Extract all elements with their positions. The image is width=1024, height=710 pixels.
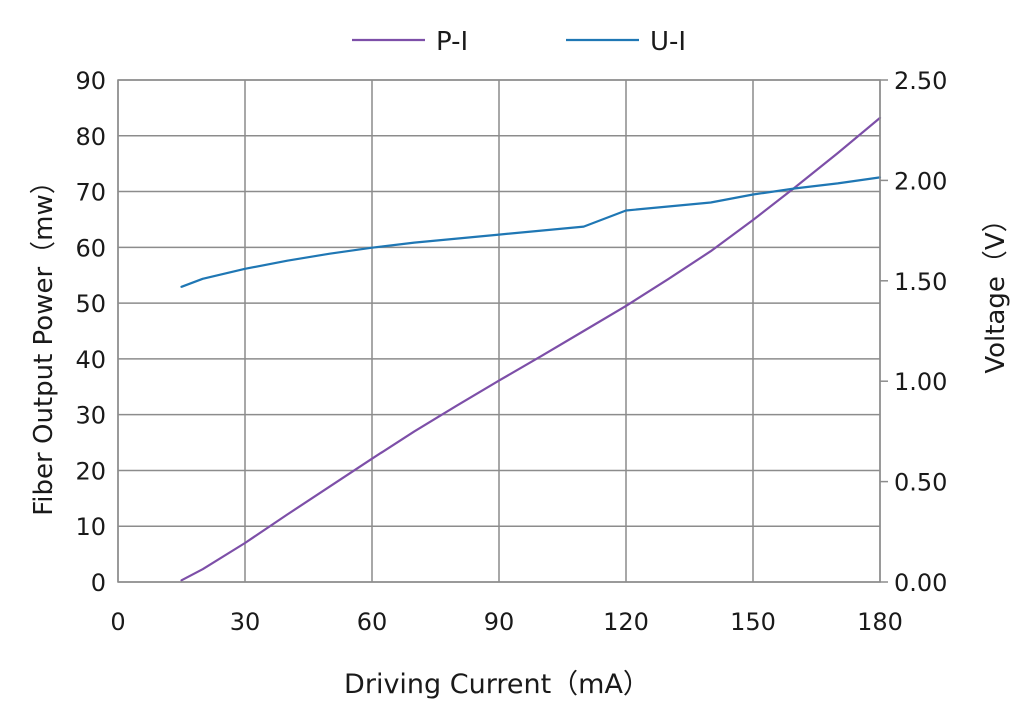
y2-tick-label: 1.50 bbox=[894, 268, 947, 296]
x-tick-label: 150 bbox=[730, 608, 776, 636]
x-tick-label: 0 bbox=[110, 608, 125, 636]
y-tick-label: 30 bbox=[75, 402, 106, 430]
y-axis-label: Fiber Output Power（mw） bbox=[29, 168, 59, 516]
x-axis-label: Driving Current（mA） bbox=[344, 669, 650, 700]
y2-tick-label: 0.00 bbox=[894, 569, 947, 597]
y-tick-label: 90 bbox=[75, 67, 106, 95]
legend-label-p-i: P-I bbox=[436, 27, 468, 57]
y2-tick-label: 0.50 bbox=[894, 469, 947, 497]
y-tick-label: 80 bbox=[75, 123, 106, 151]
x-tick-label: 30 bbox=[230, 608, 261, 636]
x-tick-label: 60 bbox=[357, 608, 388, 636]
grid bbox=[117, 79, 881, 583]
x-tick-labels: 0 30 60 90 120 150 180 bbox=[110, 608, 903, 636]
x-tick-label: 90 bbox=[484, 608, 515, 636]
y2-tick-label: 2.00 bbox=[894, 167, 947, 195]
series-line-u-i bbox=[180, 176, 882, 288]
x-tick-label: 180 bbox=[857, 608, 903, 636]
y2-tick-label: 1.00 bbox=[894, 368, 947, 396]
legend-label-u-i: U-I bbox=[650, 27, 686, 57]
y-tick-label: 20 bbox=[75, 457, 106, 485]
series-lines bbox=[180, 116, 882, 582]
y-tick-label: 0 bbox=[91, 569, 106, 597]
y-tick-label: 50 bbox=[75, 290, 106, 318]
y-tick-label: 70 bbox=[75, 179, 106, 207]
legend: P-I U-I bbox=[352, 27, 686, 57]
x-tick-label: 120 bbox=[603, 608, 649, 636]
y2-tick-labels: 0.00 0.50 1.00 1.50 2.00 2.50 bbox=[880, 67, 947, 597]
y-tick-labels: 0 10 20 30 40 50 60 70 80 90 bbox=[75, 67, 106, 597]
y-tick-label: 10 bbox=[75, 513, 106, 541]
y-tick-label: 40 bbox=[75, 346, 106, 374]
y2-tick-label: 2.50 bbox=[894, 67, 947, 95]
y2-axis-label: Voltage（V） bbox=[981, 206, 1011, 373]
y-tick-label: 60 bbox=[75, 234, 106, 262]
plot-frame bbox=[117, 79, 881, 583]
series-line-p-i bbox=[180, 116, 882, 582]
